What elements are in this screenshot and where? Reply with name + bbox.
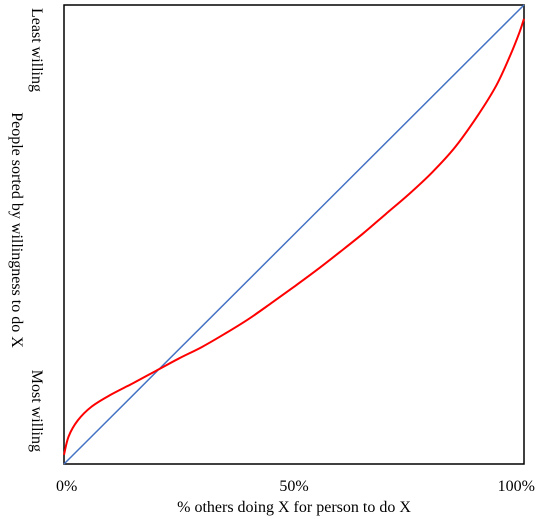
y-top-label: Least willing (28, 8, 45, 92)
series-line-1 (63, 4, 525, 465)
x-tick-label: 50% (279, 478, 308, 495)
x-axis-label: % others doing X for person to do X (177, 499, 411, 516)
x-tick-labels: 0% 50% 100% (56, 478, 535, 495)
x-tick-label: 0% (56, 478, 77, 495)
y-axis-label: People sorted by willingness to do X (8, 112, 25, 348)
series-layer (63, 4, 525, 465)
plot-frame (63, 4, 525, 465)
x-tick-label: 100% (498, 478, 535, 495)
series-line-2 (63, 18, 525, 456)
y-bottom-label: Most willing (28, 370, 45, 452)
